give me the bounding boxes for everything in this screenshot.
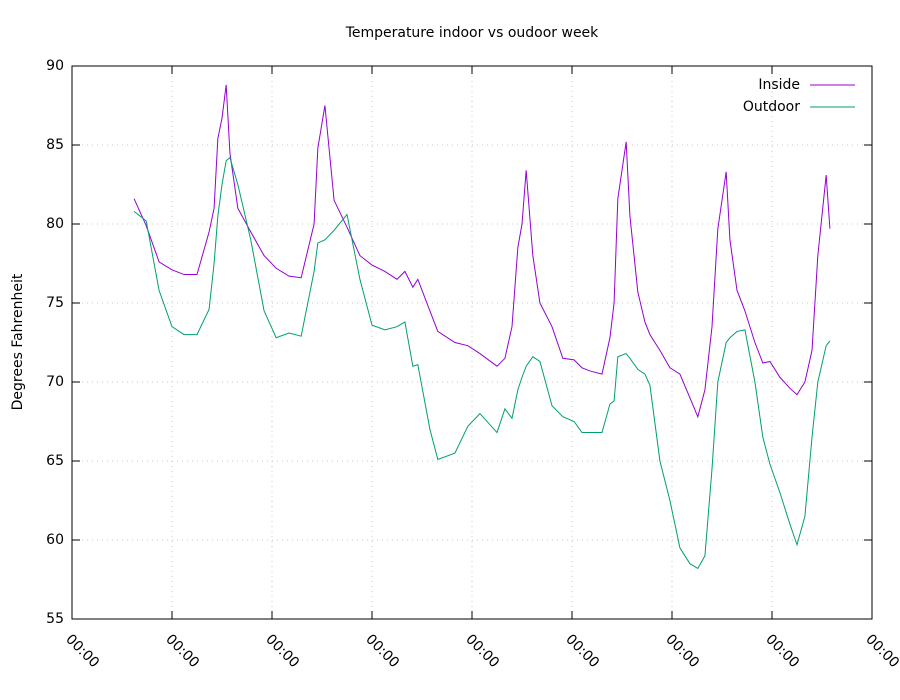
x-tick-label: 00:00 bbox=[462, 631, 502, 671]
y-tick-label: 55 bbox=[46, 611, 64, 627]
y-tick-label: 90 bbox=[46, 58, 64, 74]
y-tick-label: 85 bbox=[46, 137, 64, 153]
y-tick-label: 60 bbox=[46, 532, 64, 548]
chart-title: Temperature indoor vs oudoor week bbox=[345, 25, 599, 41]
y-tick-label: 80 bbox=[46, 216, 64, 232]
y-axis-label: Degrees Fahrenheit bbox=[10, 273, 26, 410]
x-tick-label: 00:00 bbox=[662, 631, 702, 671]
legend-label: Inside bbox=[758, 77, 800, 93]
x-tick-label: 00:00 bbox=[62, 631, 102, 671]
legend-label: Outdoor bbox=[743, 99, 800, 115]
x-tick-label: 00:00 bbox=[562, 631, 602, 671]
series-line bbox=[133, 84, 831, 419]
x-tick-label: 00:00 bbox=[162, 631, 202, 671]
x-tick-label: 00:00 bbox=[862, 631, 900, 671]
y-tick-label: 65 bbox=[46, 453, 64, 469]
y-tick-label: 75 bbox=[46, 295, 64, 311]
x-tick-label: 00:00 bbox=[762, 631, 802, 671]
series-line bbox=[133, 156, 831, 570]
plot-border bbox=[71, 65, 873, 620]
x-tick-label: 00:00 bbox=[362, 631, 402, 671]
x-tick-label: 00:00 bbox=[262, 631, 302, 671]
y-tick-label: 70 bbox=[46, 374, 64, 390]
